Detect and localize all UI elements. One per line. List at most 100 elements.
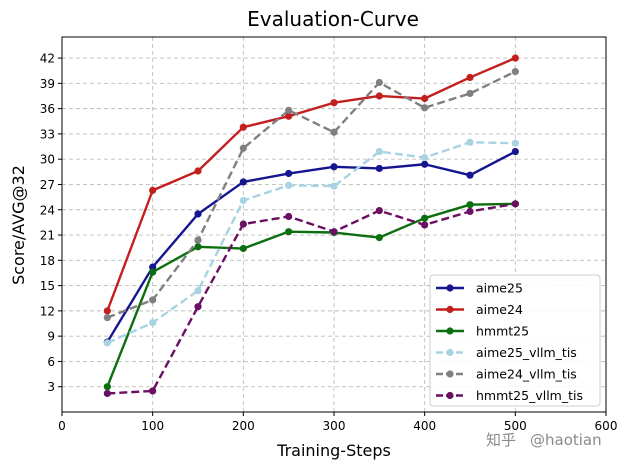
data-point-aime25_vllm_tis — [149, 319, 157, 327]
data-point-hmmt25_vllm_tis — [511, 200, 519, 208]
data-point-aime24 — [239, 123, 247, 131]
legend-label: hmmt25 — [476, 324, 529, 339]
series-aime25_vllm_tis — [103, 138, 519, 347]
data-point-aime25_vllm_tis — [285, 181, 293, 189]
data-point-hmmt25 — [239, 244, 247, 253]
x-tick-label: 300 — [323, 419, 346, 433]
legend-swatch-marker — [446, 284, 454, 292]
data-point-hmmt25 — [375, 233, 383, 242]
data-point-aime25 — [466, 171, 474, 179]
legend-label: aime24 — [476, 302, 523, 317]
y-tick-label: 18 — [40, 254, 55, 268]
data-point-aime25_vllm_tis — [103, 339, 111, 347]
legend-item-hmmt25: hmmt25 — [436, 324, 529, 339]
legend-item-hmmt25_vllm_tis: hmmt25_vllm_tis — [436, 388, 583, 403]
data-point-aime24_vllm_tis — [421, 104, 429, 112]
y-tick-label: 12 — [40, 304, 55, 318]
data-point-aime24 — [194, 167, 202, 175]
data-point-hmmt25_vllm_tis — [103, 389, 111, 398]
y-tick-label: 24 — [40, 203, 55, 217]
x-tick-label: 400 — [413, 419, 436, 433]
data-point-aime25 — [149, 263, 157, 271]
x-tick-label: 100 — [141, 419, 164, 433]
data-point-aime24 — [285, 112, 293, 120]
watermark-brand: 知乎 — [486, 431, 516, 449]
x-tick-label: 600 — [595, 419, 618, 433]
data-point-hmmt25 — [149, 268, 157, 276]
series-line-hmmt25 — [106, 202, 516, 388]
data-point-hmmt25 — [103, 383, 111, 391]
y-tick-label: 6 — [47, 355, 55, 369]
data-point-aime25 — [239, 178, 247, 186]
data-point-aime24_vllm_tis — [466, 89, 474, 98]
watermark-handle: @haotian — [530, 431, 602, 449]
legend-label: hmmt25_vllm_tis — [476, 388, 583, 403]
series-line-aime24 — [106, 56, 516, 312]
y-tick-label: 9 — [47, 330, 55, 344]
x-axis-label: Training-Steps — [276, 441, 391, 460]
data-point-hmmt25 — [194, 243, 202, 251]
series-aime24 — [103, 54, 519, 315]
legend-swatch-marker — [446, 327, 454, 335]
y-tick-label: 27 — [40, 178, 55, 192]
data-point-aime24_vllm_tis — [285, 106, 293, 114]
legend-swatch-marker — [446, 305, 454, 314]
data-point-aime25_vllm_tis — [330, 182, 338, 190]
legend-swatch-marker — [446, 391, 454, 400]
data-point-aime24 — [149, 186, 157, 194]
data-point-aime25_vllm_tis — [239, 196, 247, 205]
data-point-hmmt25_vllm_tis — [375, 206, 383, 215]
y-tick-label: 42 — [40, 52, 55, 66]
legend-swatch-marker — [446, 348, 454, 357]
data-point-hmmt25_vllm_tis — [194, 303, 202, 311]
legend-label: aime25_vllm_tis — [476, 345, 577, 360]
data-point-hmmt25_vllm_tis — [466, 207, 474, 216]
series-aime25 — [103, 148, 519, 346]
data-point-aime25 — [511, 148, 519, 156]
data-point-aime24 — [375, 92, 383, 100]
data-point-aime24 — [103, 307, 111, 315]
legend-item-aime25_vllm_tis: aime25_vllm_tis — [436, 345, 577, 360]
series-layer — [103, 54, 519, 398]
data-point-aime25_vllm_tis — [466, 138, 474, 146]
x-tick-label: 200 — [232, 419, 255, 433]
data-point-aime25 — [194, 210, 202, 218]
x-tick-label: 500 — [504, 419, 527, 433]
data-point-hmmt25_vllm_tis — [285, 212, 293, 221]
data-point-hmmt25_vllm_tis — [149, 387, 157, 395]
series-aime24_vllm_tis — [103, 67, 519, 322]
x-tick-label: 0 — [58, 419, 66, 433]
data-point-hmmt25_vllm_tis — [330, 228, 338, 236]
data-point-aime24_vllm_tis — [239, 144, 247, 152]
y-tick-label: 21 — [40, 229, 55, 243]
y-axis-label: Score/AVG@32 — [9, 165, 28, 285]
y-tick-label: 3 — [47, 380, 55, 394]
data-point-aime25 — [375, 164, 383, 173]
legend-item-aime25: aime25 — [436, 281, 523, 296]
data-point-aime25_vllm_tis — [375, 148, 383, 156]
legend-item-aime24: aime24 — [436, 302, 523, 317]
y-tick-label: 15 — [40, 279, 55, 293]
data-point-hmmt25_vllm_tis — [421, 221, 429, 229]
data-point-aime24_vllm_tis — [511, 67, 519, 76]
data-point-hmmt25 — [466, 201, 474, 209]
y-tick-label: 39 — [40, 77, 55, 91]
data-point-aime24_vllm_tis — [330, 128, 338, 136]
data-point-aime24_vllm_tis — [194, 236, 202, 244]
data-point-aime25 — [330, 163, 338, 171]
data-point-aime25 — [285, 169, 293, 178]
data-point-aime25_vllm_tis — [421, 153, 429, 162]
legend: aime25 aime24 hmmt25 aime25_vllm_tis aime24_… — [429, 274, 601, 407]
y-tick-label: 30 — [40, 153, 55, 167]
data-point-aime24_vllm_tis — [149, 296, 157, 304]
y-tick-label: 36 — [40, 102, 55, 116]
watermark: 知乎 @haotian — [486, 431, 602, 449]
series-line-aime25_vllm_tis — [106, 141, 516, 344]
data-point-aime24 — [511, 54, 519, 62]
legend-item-aime24_vllm_tis: aime24_vllm_tis — [436, 367, 577, 382]
data-point-aime25 — [421, 160, 429, 168]
series-hmmt25_vllm_tis — [103, 200, 519, 398]
legend-label: aime24_vllm_tis — [476, 367, 577, 382]
